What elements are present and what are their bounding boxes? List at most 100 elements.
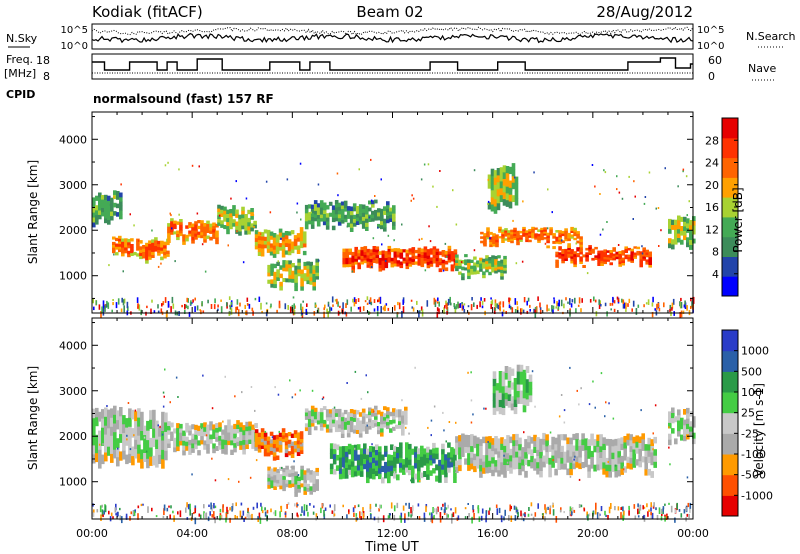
heatmap-cell (369, 249, 374, 253)
heatmap-cell (600, 263, 604, 266)
heatmap-cell (530, 437, 534, 444)
heatmap-cell (260, 438, 265, 443)
heatmap-cell (408, 454, 412, 460)
clutter-speck (320, 507, 322, 514)
heatmap-cell (390, 257, 395, 262)
clutter-speck (508, 304, 511, 309)
heatmap-cell (232, 212, 236, 217)
heatmap-cell (554, 468, 558, 476)
heatmap-cell (104, 416, 108, 426)
heatmap-cell (307, 418, 312, 423)
heatmap-cell (244, 230, 248, 235)
heatmap-cell (455, 259, 459, 263)
heatmap-cell (290, 433, 295, 438)
heatmap-cell (278, 444, 283, 449)
heatmap-cell (689, 431, 693, 437)
heatmap-cell (101, 199, 105, 204)
heatmap-cell (302, 231, 307, 236)
heatmap-cell (248, 430, 252, 436)
heatmap-cell (596, 458, 600, 465)
heatmap-cell (458, 458, 462, 466)
heatmap-cell (148, 243, 152, 248)
heatmap-cell (229, 220, 233, 226)
heatmap-cell (313, 203, 318, 208)
clutter-speck (205, 512, 208, 520)
heatmap-cell (212, 433, 216, 439)
heatmap-cell (212, 235, 216, 239)
heatmap-cell (209, 421, 213, 427)
heatmap-cell (542, 461, 546, 468)
heatmap-cell (288, 278, 292, 283)
clutter-speck (266, 509, 269, 514)
heatmap-cell (540, 235, 544, 239)
heatmap-cell (505, 193, 510, 201)
clutter-speck (410, 507, 412, 514)
clutter-speck (264, 507, 266, 511)
heatmap-cell (689, 229, 693, 236)
heatmap-cell (573, 227, 577, 231)
heatmap-cell (260, 445, 265, 449)
heatmap-cell (392, 408, 396, 413)
clutter-speck (286, 504, 288, 509)
heatmap-cell (383, 206, 387, 211)
heatmap-cell (353, 450, 358, 456)
heatmap-cell (322, 423, 327, 428)
heatmap-cell (354, 258, 358, 262)
heatmap-cell (233, 433, 237, 439)
heatmap-cell (488, 466, 492, 473)
heatmap-cell (227, 440, 231, 446)
heatmap-cell (512, 451, 516, 458)
heatmap-cell (420, 254, 425, 258)
clutter-speck (256, 502, 258, 509)
heatmap-cell (386, 410, 390, 415)
clutter-speck (187, 298, 189, 303)
heatmap-cell (522, 369, 527, 378)
heatmap-cell (155, 420, 159, 431)
colorbar-tick-label: 24 (705, 157, 719, 170)
heatmap-cell (348, 260, 352, 265)
heatmap-cell (263, 432, 268, 437)
scatter-speck (159, 425, 161, 428)
clutter-speck (516, 306, 519, 312)
heatmap-cell (304, 212, 309, 218)
heatmap-cell (344, 462, 349, 468)
heatmap-cell (194, 434, 198, 440)
heatmap-cell (579, 239, 583, 243)
heatmap-cell (576, 235, 580, 239)
heatmap-cell (596, 452, 600, 459)
heatmap-cell (531, 226, 535, 230)
heatmap-cell (453, 448, 457, 455)
clutter-speck (549, 505, 552, 509)
heatmap-cell (602, 443, 606, 450)
clutter-speck (444, 502, 446, 507)
heatmap-cell (342, 254, 346, 259)
heatmap-cell (648, 254, 652, 258)
heatmap-cell (142, 251, 146, 256)
heatmap-cell (355, 410, 360, 415)
heatmap-cell (573, 261, 577, 265)
heatmap-cell (450, 461, 454, 468)
heatmap-cell (378, 451, 382, 458)
heatmap-cell (386, 421, 390, 426)
heatmap-cell (617, 438, 621, 445)
heatmap-cell (390, 263, 395, 268)
clutter-speck (432, 507, 434, 514)
heatmap-cell (605, 457, 609, 465)
scatter-speck (259, 232, 262, 235)
heatmap-cell (641, 456, 645, 463)
heatmap-cell (435, 453, 439, 460)
heatmap-cell (329, 463, 334, 470)
heatmap-cell (486, 229, 490, 232)
nave-tick-bottom: 0 (708, 70, 715, 83)
heatmap-cell (489, 244, 493, 248)
clutter-speck (612, 296, 614, 303)
heatmap-cell (263, 448, 268, 453)
heatmap-cell (458, 452, 462, 460)
clutter-speck (489, 507, 491, 511)
heatmap-cell (393, 257, 398, 261)
scatter-speck (317, 183, 320, 186)
heatmap-cell (227, 432, 231, 437)
heatmap-cell (375, 449, 379, 456)
heatmap-cell (176, 423, 180, 429)
scatter-speck (414, 366, 416, 369)
